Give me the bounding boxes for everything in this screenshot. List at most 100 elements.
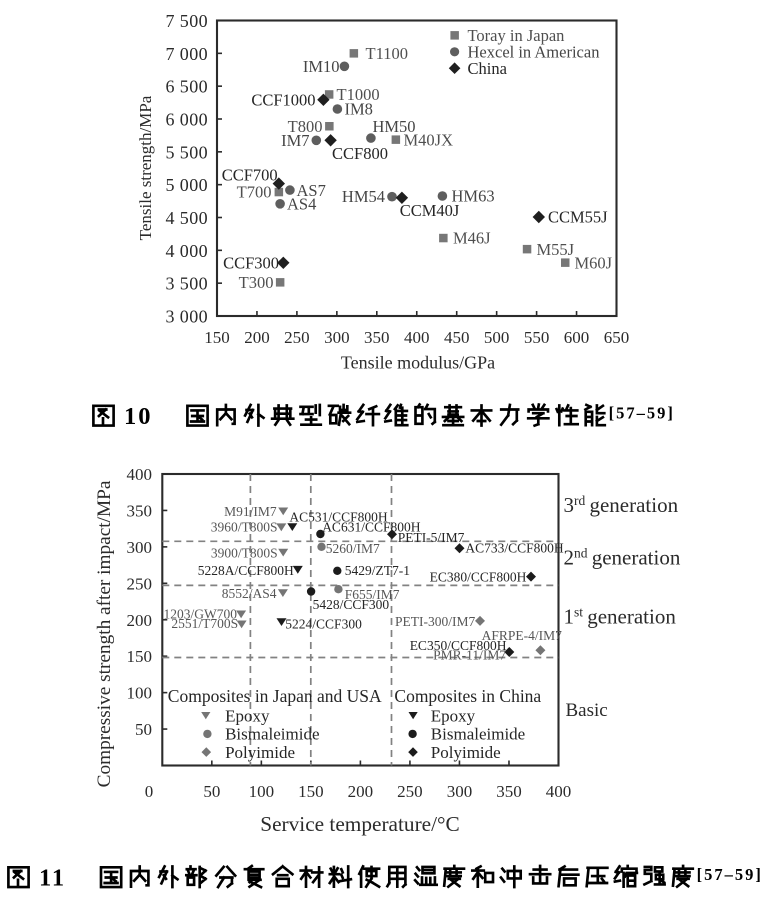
svg-text:M40JX: M40JX bbox=[404, 131, 454, 150]
svg-text:F655/IM7: F655/IM7 bbox=[345, 587, 400, 602]
svg-text:10: 10 bbox=[124, 403, 153, 430]
svg-text:8552/AS4: 8552/AS4 bbox=[222, 586, 277, 601]
svg-text:50: 50 bbox=[203, 782, 220, 801]
svg-text:250: 250 bbox=[397, 782, 423, 801]
svg-text:M55J: M55J bbox=[537, 240, 575, 259]
svg-text:3 000: 3 000 bbox=[166, 307, 209, 327]
svg-text:M60J: M60J bbox=[575, 254, 613, 273]
svg-text:2nd generation: 2nd generation bbox=[564, 546, 681, 570]
svg-text:Toray in Japan: Toray in Japan bbox=[468, 26, 565, 45]
svg-text:6 500: 6 500 bbox=[166, 77, 209, 97]
svg-text:100: 100 bbox=[249, 782, 275, 801]
svg-text:250: 250 bbox=[127, 574, 153, 593]
svg-text:T1000: T1000 bbox=[337, 85, 380, 104]
svg-text:5429/ZT7-1: 5429/ZT7-1 bbox=[345, 563, 410, 578]
svg-text:5428/CCF300: 5428/CCF300 bbox=[313, 597, 390, 612]
svg-text:HM50: HM50 bbox=[372, 117, 415, 136]
svg-text:3 500: 3 500 bbox=[166, 274, 209, 294]
svg-text:EC350/CCF800H: EC350/CCF800H bbox=[410, 638, 507, 653]
svg-text:IM10: IM10 bbox=[303, 57, 340, 76]
svg-text:M91/IM7: M91/IM7 bbox=[224, 504, 277, 519]
svg-text:HM54: HM54 bbox=[342, 187, 385, 206]
svg-text:Hexcel in American: Hexcel in American bbox=[468, 43, 600, 62]
svg-text:Tensile strength/MPa: Tensile strength/MPa bbox=[136, 95, 155, 240]
svg-text:550: 550 bbox=[524, 328, 550, 347]
svg-text:200: 200 bbox=[244, 328, 270, 347]
svg-text:5260/IM7: 5260/IM7 bbox=[326, 541, 380, 556]
svg-text:600: 600 bbox=[564, 328, 590, 347]
svg-text:200: 200 bbox=[348, 782, 374, 801]
svg-text:4 000: 4 000 bbox=[166, 241, 209, 261]
svg-text:T800: T800 bbox=[288, 117, 323, 136]
svg-text:CCF800: CCF800 bbox=[332, 144, 388, 163]
svg-text:11: 11 bbox=[39, 865, 66, 892]
svg-text:300: 300 bbox=[447, 782, 473, 801]
svg-text:150: 150 bbox=[127, 647, 153, 666]
svg-text:400: 400 bbox=[127, 465, 153, 484]
svg-text:500: 500 bbox=[484, 328, 510, 347]
svg-text:100: 100 bbox=[127, 684, 153, 703]
svg-text:650: 650 bbox=[604, 328, 630, 347]
svg-text:Polyimide: Polyimide bbox=[225, 743, 295, 762]
svg-text:3960/T800S: 3960/T800S bbox=[211, 520, 278, 535]
svg-text:T1100: T1100 bbox=[366, 44, 408, 63]
svg-text:3rd generation: 3rd generation bbox=[564, 493, 679, 517]
svg-text:5228A/CCF800H: 5228A/CCF800H bbox=[198, 563, 294, 578]
svg-text:AFRPE-4/IM7: AFRPE-4/IM7 bbox=[482, 628, 563, 643]
svg-text:PETI-5/IM7: PETI-5/IM7 bbox=[398, 530, 465, 545]
svg-text:350: 350 bbox=[364, 328, 390, 347]
svg-text:50: 50 bbox=[135, 720, 152, 739]
svg-text:200: 200 bbox=[127, 611, 153, 630]
svg-text:Tensile modulus/GPa: Tensile modulus/GPa bbox=[341, 353, 495, 373]
svg-text:T700: T700 bbox=[237, 183, 272, 202]
svg-text:5224/CCF300: 5224/CCF300 bbox=[285, 617, 362, 632]
svg-text:Basic: Basic bbox=[566, 700, 608, 721]
svg-text:Composites in Japan and USA: Composites in Japan and USA bbox=[168, 686, 382, 706]
svg-text:Composites in China: Composites in China bbox=[394, 686, 541, 706]
svg-text:CCM40J: CCM40J bbox=[400, 201, 460, 220]
svg-text:Polyimide: Polyimide bbox=[431, 743, 501, 762]
svg-text:Service temperature/°C: Service temperature/°C bbox=[260, 812, 460, 836]
svg-text:250: 250 bbox=[284, 328, 310, 347]
svg-text:EC380/CCF800H: EC380/CCF800H bbox=[430, 570, 527, 585]
svg-text:AC531/CCF800H: AC531/CCF800H bbox=[289, 509, 388, 524]
svg-text:300: 300 bbox=[127, 538, 153, 557]
svg-text:CCM55J: CCM55J bbox=[548, 208, 608, 227]
svg-text:350: 350 bbox=[127, 501, 153, 520]
svg-text:7 500: 7 500 bbox=[166, 11, 209, 31]
svg-text:4 500: 4 500 bbox=[166, 208, 209, 228]
svg-text:AC631/CCF800H: AC631/CCF800H bbox=[322, 519, 421, 534]
svg-text:China: China bbox=[468, 59, 508, 78]
svg-text:300: 300 bbox=[324, 328, 350, 347]
svg-text:CCF300: CCF300 bbox=[223, 253, 279, 272]
svg-text:350: 350 bbox=[496, 782, 522, 801]
svg-text:T300: T300 bbox=[239, 273, 274, 292]
svg-text:450: 450 bbox=[444, 328, 470, 347]
svg-text:IM8: IM8 bbox=[345, 100, 373, 119]
svg-text:[57–59]: [57–59] bbox=[609, 404, 675, 423]
svg-text:400: 400 bbox=[404, 328, 430, 347]
svg-text:[57–59]: [57–59] bbox=[697, 865, 763, 884]
svg-text:Compressive strength after imp: Compressive strength after impact/MPa bbox=[94, 480, 115, 787]
svg-text:5 000: 5 000 bbox=[166, 175, 209, 195]
svg-text:3900/T800S: 3900/T800S bbox=[211, 546, 278, 561]
svg-text:AS4: AS4 bbox=[287, 195, 316, 214]
svg-text:Bismaleimide: Bismaleimide bbox=[225, 725, 319, 744]
svg-text:CCF700: CCF700 bbox=[222, 166, 278, 185]
svg-text:Epoxy: Epoxy bbox=[225, 706, 270, 725]
svg-text:2551/T700S: 2551/T700S bbox=[171, 616, 238, 631]
svg-text:HM63: HM63 bbox=[452, 187, 495, 206]
svg-text:Epoxy: Epoxy bbox=[431, 706, 476, 725]
svg-text:PMR-11/IM7: PMR-11/IM7 bbox=[433, 648, 506, 663]
svg-text:1203/GW700: 1203/GW700 bbox=[164, 606, 238, 621]
svg-text:1st generation: 1st generation bbox=[564, 605, 677, 629]
svg-text:400: 400 bbox=[546, 782, 572, 801]
svg-text:IM7: IM7 bbox=[281, 131, 309, 150]
svg-text:6 000: 6 000 bbox=[166, 110, 209, 130]
svg-text:CCF1000: CCF1000 bbox=[251, 91, 315, 110]
svg-text:7 000: 7 000 bbox=[166, 44, 209, 64]
svg-text:150: 150 bbox=[204, 328, 230, 347]
svg-text:150: 150 bbox=[298, 782, 324, 801]
svg-text:0: 0 bbox=[145, 782, 154, 801]
svg-text:Bismaleimide: Bismaleimide bbox=[431, 725, 525, 744]
